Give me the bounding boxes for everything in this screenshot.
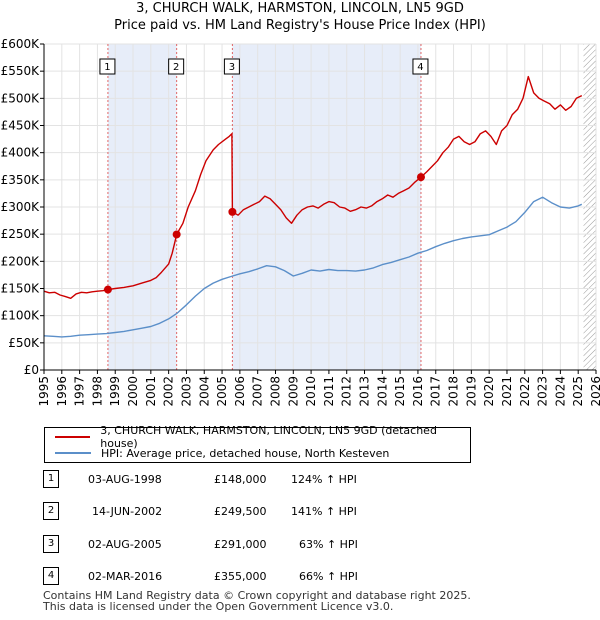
sale-number-badge: 4 bbox=[43, 567, 59, 585]
footer-attribution: Contains HM Land Registry data © Crown c… bbox=[43, 590, 471, 612]
sale-row: 4 02-MAR-2016 £355,000 66% ↑ HPI bbox=[0, 567, 600, 589]
x-tick-label: 2008 bbox=[268, 376, 282, 407]
y-tick-label: £150K bbox=[1, 282, 41, 296]
x-tick-label: 2016 bbox=[411, 376, 425, 407]
sale-hpi-change: 124% ↑ HPI bbox=[291, 473, 357, 486]
y-tick-label: £0 bbox=[24, 363, 39, 377]
legend-item-hpi: HPI: Average price, detached house, Nort… bbox=[55, 445, 389, 461]
x-tick-label: 2000 bbox=[126, 376, 140, 407]
y-tick-label: £600K bbox=[1, 37, 41, 51]
x-tick-label: 2026 bbox=[589, 376, 600, 407]
hpi-line bbox=[43, 196, 583, 338]
x-tick-label: 1997 bbox=[73, 376, 87, 407]
x-tick-label: 2024 bbox=[553, 376, 567, 407]
footer-licence: This data is licensed under the Open Gov… bbox=[43, 600, 394, 613]
x-tick-label: 2021 bbox=[500, 376, 514, 407]
chart-title: 3, CHURCH WALK, HARMSTON, LINCOLN, LN5 9… bbox=[136, 1, 464, 16]
sale-price: £355,000 bbox=[214, 570, 267, 583]
y-tick-label: £500K bbox=[1, 91, 41, 105]
sale-row: 1 03-AUG-1998 £148,000 124% ↑ HPI bbox=[0, 470, 600, 492]
y-tick-label: £350K bbox=[1, 173, 41, 187]
x-tick-label: 1995 bbox=[37, 376, 51, 407]
x-tick-label: 2012 bbox=[340, 376, 354, 407]
sale-price: £249,500 bbox=[214, 505, 267, 518]
x-tick-label: 1999 bbox=[108, 376, 122, 407]
sale-price: £291,000 bbox=[214, 538, 267, 551]
y-tick-label: £400K bbox=[1, 146, 41, 160]
footer-copyright: Contains HM Land Registry data © Crown c… bbox=[43, 589, 471, 602]
sale-point bbox=[228, 207, 237, 216]
sale-label-box bbox=[223, 58, 240, 75]
x-tick-label: 1998 bbox=[90, 376, 104, 407]
sale-number-badge: 3 bbox=[43, 535, 59, 553]
sale-row: 3 02-AUG-2005 £291,000 63% ↑ HPI bbox=[0, 535, 600, 557]
sale-label-box bbox=[412, 58, 429, 75]
x-tick-label: 2017 bbox=[429, 376, 443, 407]
legend-swatch-property bbox=[55, 436, 91, 438]
sale-label-box bbox=[99, 58, 116, 75]
sale-point bbox=[103, 285, 112, 294]
x-tick-label: 2023 bbox=[536, 376, 550, 407]
y-tick-label: £200K bbox=[1, 254, 41, 268]
sale-label-number: 4 bbox=[417, 62, 423, 73]
chart-subtitle: Price paid vs. HM Land Registry's House … bbox=[114, 18, 486, 33]
x-tick-label: 2010 bbox=[304, 376, 318, 407]
sale-hpi-change: 66% ↑ HPI bbox=[299, 570, 358, 583]
sale-label-number: 2 bbox=[173, 62, 179, 73]
x-tick-label: 2025 bbox=[571, 376, 585, 407]
x-tick-label: 2004 bbox=[197, 376, 211, 407]
sale-date: 14-JUN-2002 bbox=[92, 505, 163, 518]
y-tick-label: £50K bbox=[8, 336, 40, 350]
sale-date: 03-AUG-1998 bbox=[88, 473, 162, 486]
y-tick-label: £250K bbox=[1, 227, 41, 241]
sale-hpi-change: 141% ↑ HPI bbox=[291, 505, 357, 518]
sale-number-badge: 1 bbox=[43, 470, 59, 488]
sale-label-box bbox=[168, 58, 185, 75]
legend-label-hpi: HPI: Average price, detached house, Nort… bbox=[101, 446, 390, 460]
x-tick-label: 2005 bbox=[215, 376, 229, 407]
sale-label-number: 1 bbox=[104, 62, 110, 73]
x-tick-label: 2019 bbox=[464, 376, 478, 407]
legend-item-property: 3, CHURCH WALK, HARMSTON, LINCOLN, LN5 9… bbox=[55, 424, 470, 450]
sale-point bbox=[172, 230, 181, 239]
sale-hpi-change: 63% ↑ HPI bbox=[299, 538, 358, 551]
y-tick-label: £100K bbox=[1, 309, 41, 323]
sale-label-number: 3 bbox=[229, 62, 235, 73]
x-tick-label: 2002 bbox=[162, 376, 176, 407]
x-tick-label: 2006 bbox=[233, 376, 247, 407]
x-tick-label: 2014 bbox=[375, 376, 389, 407]
legend-label-property: 3, CHURCH WALK, HARMSTON, LINCOLN, LN5 9… bbox=[100, 424, 437, 450]
y-tick-label: £300K bbox=[1, 200, 41, 214]
y-tick-label: £450K bbox=[1, 119, 41, 133]
x-tick-label: 2020 bbox=[482, 376, 496, 407]
chart-title-block: 3, CHURCH WALK, HARMSTON, LINCOLN, LN5 9… bbox=[0, 0, 600, 34]
y-tick-label: £550K bbox=[1, 64, 41, 78]
x-tick-label: 2003 bbox=[179, 376, 193, 407]
x-tick-label: 2007 bbox=[251, 376, 265, 407]
x-tick-label: 2009 bbox=[286, 376, 300, 407]
x-tick-label: 2018 bbox=[447, 376, 461, 407]
x-tick-label: 2011 bbox=[322, 376, 336, 407]
sale-date: 02-AUG-2005 bbox=[88, 538, 162, 551]
chart-legend: 3, CHURCH WALK, HARMSTON, LINCOLN, LN5 9… bbox=[44, 424, 471, 463]
sale-point bbox=[416, 173, 425, 182]
x-tick-label: 2022 bbox=[518, 376, 532, 407]
legend-swatch-hpi bbox=[55, 452, 91, 454]
x-tick-label: 2013 bbox=[358, 376, 372, 407]
x-tick-label: 2015 bbox=[393, 376, 407, 407]
sale-price: £148,000 bbox=[214, 473, 267, 486]
sale-number-badge: 2 bbox=[43, 502, 59, 520]
sale-row: 2 14-JUN-2002 £249,500 141% ↑ HPI bbox=[0, 502, 600, 524]
price-chart: 1 2 3 4 £0 £50K £100K £150K £200K £250K £300K £350… bbox=[1, 37, 600, 407]
property-price-line bbox=[43, 75, 583, 299]
x-tick-label: 2001 bbox=[144, 376, 158, 407]
x-tick-label: 1996 bbox=[55, 376, 69, 407]
sale-date: 02-MAR-2016 bbox=[88, 570, 163, 583]
